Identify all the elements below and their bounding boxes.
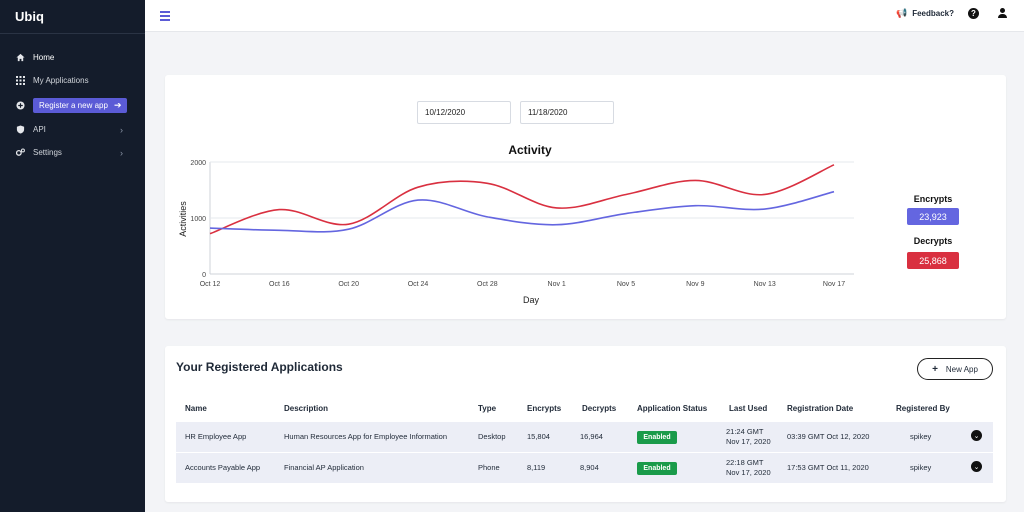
x-tick-label: Oct 28: [477, 281, 498, 288]
plus-circle-icon: [16, 100, 25, 110]
hamburger-menu-icon[interactable]: [160, 11, 170, 21]
encrypts-legend-label: Encrypts: [913, 194, 953, 204]
column-header-registration-date[interactable]: Registration Date: [787, 404, 854, 413]
series-line-decrypts: [209, 164, 835, 235]
sidebar-item-register: Register a new app ➔: [0, 92, 145, 118]
x-tick-label: Oct 24: [408, 281, 429, 288]
x-tick-label: Nov 1: [548, 281, 566, 288]
app-decrypts: 16,964: [580, 432, 603, 441]
help-icon[interactable]: ?: [968, 8, 979, 19]
chevron-down-icon[interactable]: ⌄: [971, 430, 982, 441]
status-badge: Enabled: [637, 462, 677, 475]
app-description: Financial AP Application: [284, 463, 364, 472]
app-name: Accounts Payable App: [185, 463, 261, 472]
chevron-right-icon: ›: [120, 147, 123, 158]
y-tick-label: 2000: [190, 160, 206, 167]
topbar: 📢 Feedback? ?: [145, 0, 1024, 32]
app-name: HR Employee App: [185, 432, 247, 441]
registered-by: spikey: [910, 463, 932, 472]
decrypts-legend-label: Decrypts: [913, 236, 953, 246]
app-type: Desktop: [478, 432, 506, 441]
x-tick-label: Oct 16: [269, 281, 290, 288]
x-tick-label: Oct 20: [338, 281, 359, 288]
chevron-right-icon: ›: [120, 124, 123, 135]
column-header-last-used[interactable]: Last Used: [729, 404, 768, 413]
last-used-date: Nov 17, 2020: [726, 468, 771, 477]
column-header-decrypts[interactable]: Decrypts: [582, 404, 617, 413]
home-icon: [16, 53, 25, 62]
registered-apps-card: Your Registered Applications + New App N…: [165, 346, 1006, 502]
chevron-down-icon[interactable]: ⌄: [971, 461, 982, 472]
table-row[interactable]: Accounts Payable App Financial AP Applic…: [176, 453, 993, 483]
topbar-actions: 📢 Feedback? ?: [896, 8, 1008, 19]
new-app-label: New App: [945, 364, 978, 374]
column-header-registered-by[interactable]: Registered By: [896, 404, 950, 413]
megaphone-icon: 📢: [895, 8, 908, 18]
sidebar-item-settings[interactable]: Settings ›: [0, 141, 145, 164]
sidebar-item-label: My Applications: [33, 76, 89, 85]
registration-date: 17:53 GMT Oct 11, 2020: [787, 463, 869, 472]
register-button-label: Register a new app: [39, 100, 108, 110]
decrypts-total-badge: 25,868: [907, 252, 959, 269]
column-header-status[interactable]: Application Status: [637, 404, 708, 413]
activity-line-chart: Activity 0 1000 2000 Oct 12 Oct 16 Oct 20 Oct 2…: [178, 143, 854, 305]
chart-title: Activity: [508, 143, 552, 157]
sidebar-item-label: Home: [33, 53, 55, 62]
register-new-app-button[interactable]: Register a new app ➔: [33, 97, 128, 113]
x-tick-label: Oct 12: [200, 281, 221, 288]
app-encrypts: 15,804: [527, 432, 550, 441]
y-axis-label: Activities: [178, 201, 188, 237]
last-used-time: 22:18 GMT: [726, 458, 764, 467]
table-row[interactable]: HR Employee App Human Resources App for …: [176, 422, 993, 452]
start-date-input[interactable]: 10/12/2020: [417, 101, 511, 124]
sidebar-item-my-applications[interactable]: My Applications: [0, 69, 145, 92]
x-tick-label: Nov 5: [617, 281, 635, 288]
new-app-button[interactable]: + New App: [917, 358, 993, 380]
last-used-date: Nov 17, 2020: [726, 437, 771, 446]
app-description: Human Resources App for Employee Informa…: [284, 432, 447, 441]
sidebar-item-label: API: [33, 125, 46, 134]
sidebar-item-label: Settings: [33, 148, 62, 157]
arrow-right-icon: ➔: [113, 99, 122, 110]
status-badge: Enabled: [637, 431, 677, 444]
gears-icon: [16, 148, 25, 157]
app-type: Phone: [478, 463, 500, 472]
shield-icon: [16, 125, 25, 134]
sidebar-item-api[interactable]: API ›: [0, 118, 145, 141]
grid-icon: [16, 76, 25, 85]
app-decrypts: 8,904: [580, 463, 599, 472]
y-tick-label: 1000: [190, 216, 206, 223]
feedback-label: Feedback?: [912, 9, 954, 18]
x-axis-label: Day: [523, 295, 540, 305]
y-tick-label: 0: [202, 272, 206, 279]
column-header-type[interactable]: Type: [478, 404, 497, 413]
sidebar: Ubiq Home My Applications Register a new…: [0, 0, 145, 512]
x-tick-label: Nov 9: [686, 281, 704, 288]
column-header-name[interactable]: Name: [185, 404, 207, 413]
last-used-time: 21:24 GMT: [726, 427, 764, 436]
activity-chart-card: 10/12/2020 11/18/2020 Activity 0 1000 2000 O…: [165, 75, 1006, 319]
encrypts-total-badge: 23,923: [907, 208, 959, 225]
series-line-encrypts: [209, 190, 835, 233]
user-icon[interactable]: [997, 8, 1008, 19]
sidebar-item-home[interactable]: Home: [0, 46, 145, 69]
feedback-button[interactable]: 📢 Feedback?: [896, 8, 954, 19]
plus-icon: +: [932, 363, 938, 375]
x-tick-label: Nov 17: [823, 281, 845, 288]
registered-apps-title: Your Registered Applications: [176, 360, 343, 374]
x-tick-label: Nov 13: [754, 281, 776, 288]
column-header-encrypts[interactable]: Encrypts: [527, 404, 562, 413]
registration-date: 03:39 GMT Oct 12, 2020: [787, 432, 870, 441]
registered-by: spikey: [910, 432, 932, 441]
app-encrypts: 8,119: [527, 463, 546, 472]
column-header-description[interactable]: Description: [284, 404, 329, 413]
brand-logo[interactable]: Ubiq: [0, 0, 145, 34]
end-date-input[interactable]: 11/18/2020: [520, 101, 614, 124]
